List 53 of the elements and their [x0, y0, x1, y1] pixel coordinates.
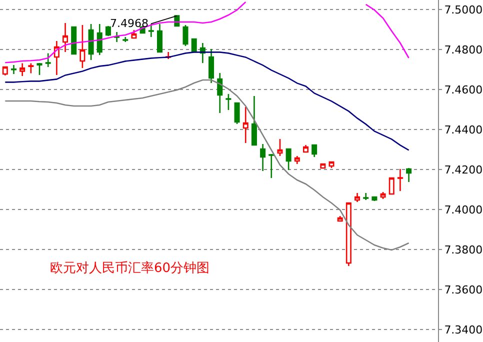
candlestick — [286, 148, 292, 171]
y-tick-label: 7.4200 — [444, 163, 483, 176]
candlestick — [268, 153, 274, 179]
y-tick-label: 7.4600 — [444, 83, 483, 96]
y-tick-label: 7.4400 — [444, 123, 483, 136]
candlestick — [320, 163, 326, 170]
candlestick — [277, 138, 283, 157]
y-tick-label: 7.3400 — [444, 323, 483, 336]
line-series — [4, 52, 410, 151]
candlestick — [88, 23, 94, 61]
candlestick — [36, 62, 42, 76]
candlestick — [54, 40, 60, 76]
y-tick-label: 7.3800 — [444, 243, 483, 256]
candlestick — [96, 23, 102, 56]
candlestick — [302, 144, 308, 153]
candlestick — [20, 62, 26, 77]
annotation: 7.4968 — [110, 17, 148, 30]
candlestick — [328, 161, 334, 169]
candlestick — [337, 215, 343, 222]
candlestick — [226, 93, 232, 111]
candlestick — [251, 95, 257, 146]
candlestick — [122, 36, 128, 43]
candlestick — [156, 23, 162, 54]
candlestick — [131, 29, 137, 39]
y-tick-label: 7.3600 — [444, 283, 483, 296]
candlestick — [388, 176, 394, 195]
candlestick — [80, 24, 86, 69]
candlestick — [28, 62, 34, 74]
y-tick-label: 7.4000 — [444, 203, 483, 216]
candlestick — [45, 52, 51, 68]
candlestick — [105, 25, 111, 37]
candlestick — [363, 192, 369, 201]
candlestick — [217, 72, 223, 114]
annotation: 欧元对人民币汇率60分钟图 — [50, 260, 210, 276]
candlestick — [148, 23, 154, 38]
y-tick-label: 7.4800 — [444, 43, 483, 56]
candlestick — [406, 167, 412, 183]
candlestick — [10, 64, 16, 75]
candlestick — [71, 26, 77, 56]
candlestick — [208, 48, 214, 84]
candlestick — [234, 102, 240, 125]
candlestick — [114, 31, 120, 43]
candlestick — [182, 24, 188, 47]
candlestick — [62, 22, 68, 53]
candlestick — [294, 155, 300, 165]
candlestick — [242, 106, 248, 144]
candlestick — [354, 192, 360, 203]
y-tick-label: 7.5000 — [444, 3, 483, 16]
candlestick — [260, 143, 266, 172]
candlestick — [312, 144, 318, 158]
candlestick — [397, 168, 403, 192]
candlestick — [346, 202, 352, 267]
candlestick — [380, 191, 386, 200]
